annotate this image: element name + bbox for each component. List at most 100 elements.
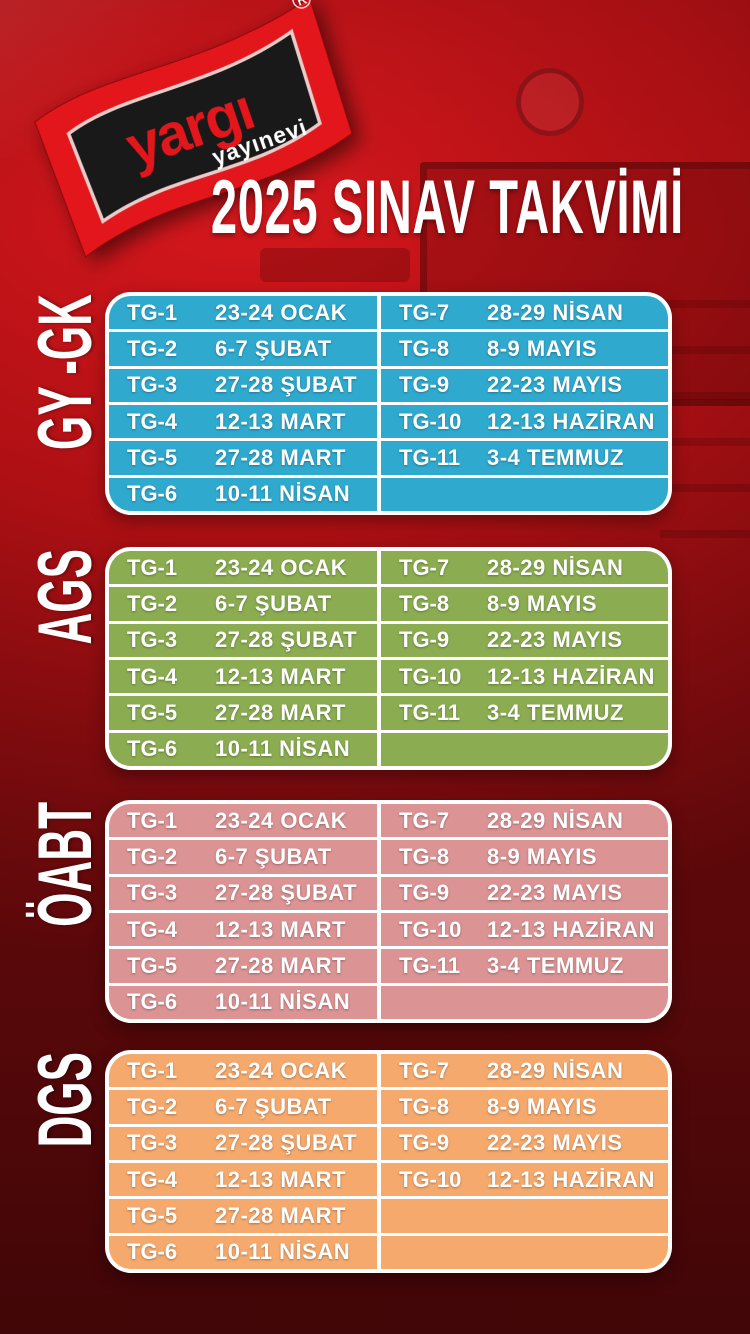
- table-row: TG-5 27-28 MART: [109, 1199, 377, 1233]
- table-row: TG-3 27-28 ŞUBAT: [109, 876, 377, 910]
- exam-code: TG-7: [399, 299, 450, 325]
- table-row: [381, 477, 668, 511]
- exam-date: 27-28 MART: [215, 952, 346, 978]
- exam-date: 3-4 TEMMUZ: [487, 952, 624, 978]
- table-row: [381, 985, 668, 1019]
- exam-date: 12-13 HAZİRAN: [487, 1166, 655, 1192]
- table-row: TG-1 23-24 OCAK: [109, 296, 377, 330]
- table-column-right: TG-7 28-29 NİSAN TG-8 8-9 MAYIS TG-9 22-23 MA…: [381, 551, 668, 766]
- exam-date: 27-28 MART: [215, 1202, 346, 1228]
- exam-date: 22-23 MAYIS: [487, 372, 623, 398]
- exam-date: 27-28 ŞUBAT: [215, 880, 358, 906]
- exam-date: 12-13 HAZİRAN: [487, 663, 655, 689]
- section-ags: AGS TG-1 23-24 OCAK TG-2 6-7 ŞUBAT TG-3 27-28…: [0, 547, 750, 770]
- exam-code: TG-6: [127, 481, 178, 507]
- table-row: TG-11 3-4 TEMMUZ: [381, 949, 668, 983]
- exam-code: TG-8: [399, 843, 450, 869]
- exam-date: 12-13 MART: [215, 1166, 346, 1192]
- table-row: TG-10 12-13 HAZİRAN: [381, 912, 668, 947]
- table-row: TG-5 27-28 MART: [109, 696, 377, 730]
- exam-code: TG-3: [127, 880, 178, 906]
- exam-date: 12-13 HAZİRAN: [487, 916, 655, 942]
- exam-code: TG-3: [127, 1130, 178, 1156]
- section-label-ags: AGS: [23, 549, 108, 645]
- table-column-right: TG-7 28-29 NİSAN TG-8 8-9 MAYIS TG-9 22-23 MA…: [381, 1054, 668, 1269]
- table-column-left: TG-1 23-24 OCAK TG-2 6-7 ŞUBAT TG-3 27-28 ŞUB…: [109, 804, 377, 1019]
- exam-date: 27-28 ŞUBAT: [215, 372, 358, 398]
- exam-code: TG-9: [399, 372, 450, 398]
- exam-date: 6-7 ŞUBAT: [215, 335, 332, 361]
- table-row: TG-4 12-13 MART: [109, 659, 377, 694]
- table-row: TG-8 8-9 MAYIS: [381, 587, 668, 621]
- table-row: TG-1 23-24 OCAK: [109, 551, 377, 585]
- table-row: TG-8 8-9 MAYIS: [381, 332, 668, 366]
- exam-date: 27-28 MART: [215, 699, 346, 725]
- table-column-right: TG-7 28-29 NİSAN TG-8 8-9 MAYIS TG-9 22-23 MA…: [381, 296, 668, 511]
- exam-code: TG-10: [399, 663, 462, 689]
- desk-silhouette: [260, 248, 410, 282]
- section-label-oabt: ÖABT: [23, 802, 108, 927]
- table-row: TG-7 28-29 NİSAN: [381, 551, 668, 585]
- exam-date: 22-23 MAYIS: [487, 1130, 623, 1156]
- table-row: TG-2 6-7 ŞUBAT: [109, 840, 377, 874]
- exam-date: 8-9 MAYIS: [487, 843, 598, 869]
- section-label-gygk: GY -GK: [23, 294, 108, 450]
- table-row: TG-9 22-23 MAYIS: [381, 876, 668, 910]
- exam-code: TG-6: [127, 1239, 178, 1265]
- table-row: TG-6 10-11 NİSAN: [109, 477, 377, 511]
- brand-logo: yargı yayınevi ®: [18, 0, 375, 270]
- exam-code: TG-7: [399, 554, 450, 580]
- exam-code: TG-7: [399, 807, 450, 833]
- exam-date: 22-23 MAYIS: [487, 627, 623, 653]
- poster-title: 2025 SINAV TAKVİMİ: [210, 165, 684, 250]
- table-row: TG-9 22-23 MAYIS: [381, 623, 668, 657]
- table-row: TG-8 8-9 MAYIS: [381, 840, 668, 874]
- exam-code: TG-11: [399, 699, 461, 725]
- table-column-right: TG-7 28-29 NİSAN TG-8 8-9 MAYIS TG-9 22-23 MA…: [381, 804, 668, 1019]
- exam-date: 8-9 MAYIS: [487, 335, 598, 361]
- exam-code: TG-2: [127, 335, 178, 361]
- table-row: TG-10 12-13 HAZİRAN: [381, 1162, 668, 1197]
- section-dgs: DGS TG-1 23-24 OCAK TG-2 6-7 ŞUBAT TG-3 27-28…: [0, 1050, 750, 1273]
- table-row: TG-8 8-9 MAYIS: [381, 1090, 668, 1124]
- table-row: TG-1 23-24 OCAK: [109, 804, 377, 838]
- table-row: TG-3 27-28 ŞUBAT: [109, 623, 377, 657]
- exam-code: TG-4: [127, 916, 178, 942]
- table-column-left: TG-1 23-24 OCAK TG-2 6-7 ŞUBAT TG-3 27-28 ŞUB…: [109, 551, 377, 766]
- exam-code: TG-8: [399, 1093, 450, 1119]
- table-row: [381, 1235, 668, 1269]
- exam-date: 28-29 NİSAN: [487, 554, 624, 580]
- table-row: [381, 732, 668, 766]
- exam-code: TG-3: [127, 372, 178, 398]
- exam-code: TG-1: [127, 554, 178, 580]
- table-row: TG-6 10-11 NİSAN: [109, 1235, 377, 1269]
- table-row: TG-5 27-28 MART: [109, 949, 377, 983]
- exam-date: 10-11 NİSAN: [215, 1239, 351, 1265]
- exam-date: 28-29 NİSAN: [487, 1057, 624, 1083]
- table-column-left: TG-1 23-24 OCAK TG-2 6-7 ŞUBAT TG-3 27-28 ŞUB…: [109, 296, 377, 511]
- exam-code: TG-2: [127, 843, 178, 869]
- table-row: TG-9 22-23 MAYIS: [381, 368, 668, 402]
- schedule-table-dgs: TG-1 23-24 OCAK TG-2 6-7 ŞUBAT TG-3 27-28 ŞUB…: [105, 1050, 672, 1273]
- exam-date: 28-29 NİSAN: [487, 299, 624, 325]
- table-row: TG-3 27-28 ŞUBAT: [109, 1126, 377, 1160]
- exam-code: TG-1: [127, 807, 178, 833]
- exam-code: TG-2: [127, 1093, 178, 1119]
- exam-code: TG-8: [399, 335, 450, 361]
- section-oabt: ÖABT TG-1 23-24 OCAK TG-2 6-7 ŞUBAT TG-3 27-2…: [0, 800, 750, 1023]
- table-row: TG-2 6-7 ŞUBAT: [109, 332, 377, 366]
- exam-code: TG-9: [399, 880, 450, 906]
- exam-code: TG-4: [127, 408, 178, 434]
- table-row: TG-10 12-13 HAZİRAN: [381, 404, 668, 439]
- title-container: 2025 SINAV TAKVİMİ: [145, 170, 749, 246]
- exam-date: 27-28 MART: [215, 444, 346, 470]
- exam-code: TG-5: [127, 952, 178, 978]
- exam-code: TG-4: [127, 663, 178, 689]
- exam-date: 12-13 MART: [215, 408, 346, 434]
- schedule-table-gygk: TG-1 23-24 OCAK TG-2 6-7 ŞUBAT TG-3 27-28 ŞUB…: [105, 292, 672, 515]
- exam-date: 8-9 MAYIS: [487, 590, 598, 616]
- exam-code: TG-5: [127, 699, 178, 725]
- table-row: TG-6 10-11 NİSAN: [109, 985, 377, 1019]
- exam-date: 3-4 TEMMUZ: [487, 444, 624, 470]
